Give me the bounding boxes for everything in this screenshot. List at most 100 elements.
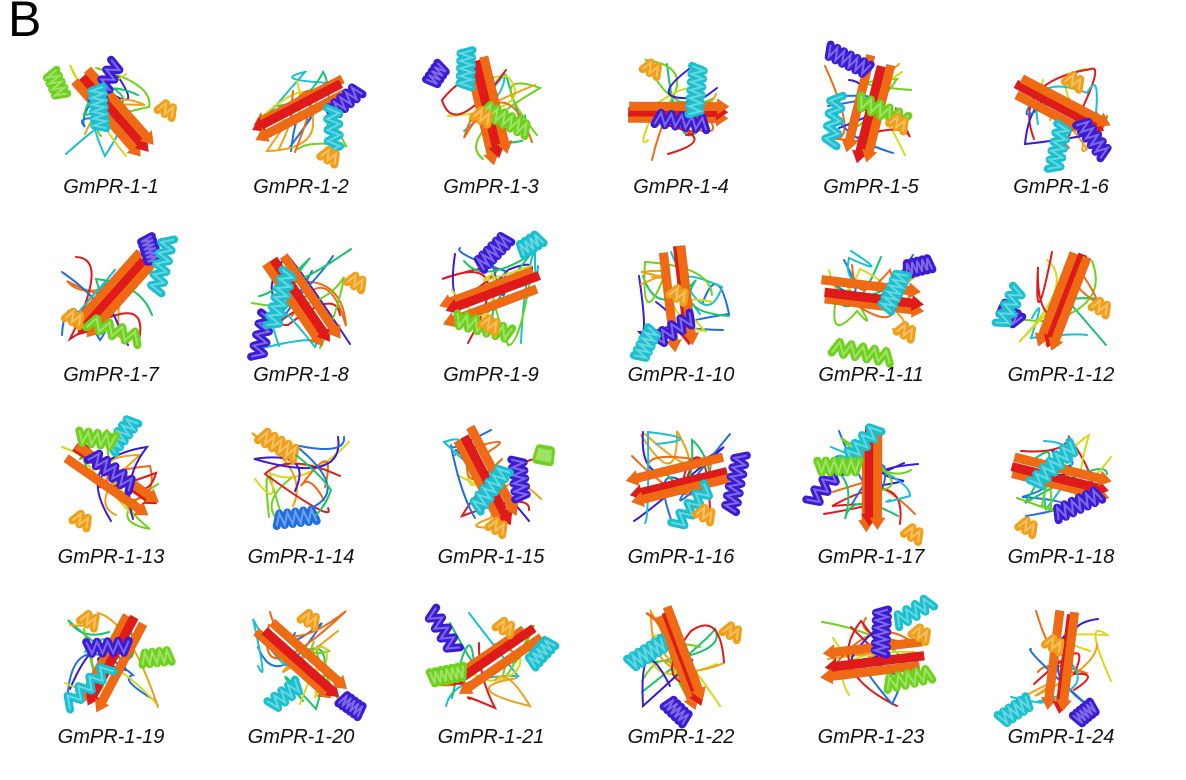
alpha-helix [821,91,847,151]
protein-ribbon-structure [251,427,350,530]
alpha-helix [343,271,367,295]
coil-loop [294,436,346,509]
alpha-helix [1053,486,1107,525]
alpha-helix [1072,117,1112,163]
structure-label: GmPR-1-22 [627,726,735,748]
protein-ribbon-structure [1013,67,1112,173]
helix-highlight [823,94,844,148]
protein-ribbon-structure [61,232,179,350]
structure-label: GmPR-1-15 [437,546,545,568]
alpha-helix [425,661,467,688]
structure-panel: GmPR-1-3 [396,40,586,230]
alpha-helix [892,321,917,344]
alpha-helix [422,58,450,89]
helix-highlight [324,107,343,153]
protein-ribbon-structure [247,248,367,361]
alpha-helix [138,646,176,669]
helix-highlight [428,665,464,684]
helix-highlight [896,596,935,628]
structure-label: GmPR-1-3 [443,176,539,198]
protein-ribbon-structure [821,40,913,164]
alpha-helix [1043,119,1072,173]
beta-strand [662,604,707,701]
structure-panel: GmPR-1-11 [776,228,966,418]
beta-strand [625,452,725,487]
structure-panel: GmPR-1-10 [586,228,776,418]
alpha-helix [870,605,893,659]
protein-ribbon-structure [625,430,751,530]
coil-loop [1028,67,1097,148]
structure-panel: GmPR-1-8 [206,228,396,418]
alpha-helix [893,594,939,632]
alpha-helix [1068,697,1100,728]
helix-highlight [527,639,556,669]
beta-strand [1019,74,1111,128]
coil-loop [823,488,902,525]
helix-highlight [663,698,690,725]
structure-panel: GmPR-1-24 [966,590,1156,780]
coil-loop [445,612,521,707]
structure-label: GmPR-1-5 [823,176,919,198]
alpha-helix [296,608,320,632]
helix-highlight [995,285,1024,325]
structure-label: GmPR-1-14 [247,546,355,568]
alpha-helix [147,235,179,298]
protein-ribbon-structure [993,609,1112,728]
alpha-helix [263,675,303,712]
coil-loop [1024,451,1108,504]
helix-highlight [903,524,921,543]
alpha-helix [254,427,300,465]
beta-strand [63,454,149,516]
structure-panel: GmPR-1-7 [16,228,206,418]
helix-highlight [266,268,296,326]
structure-panel: GmPR-1-23 [776,590,966,780]
structure-panel: GmPR-1-18 [966,410,1156,600]
coil-loop [253,436,340,492]
alpha-helix [476,314,501,337]
helix-highlight [652,312,693,346]
structure-label: GmPR-1-6 [1013,176,1109,198]
helix-highlight [830,339,891,365]
helix-highlight [1075,119,1111,159]
helix-highlight [1064,72,1082,90]
helix-highlight [141,646,173,668]
coil-loop [295,454,333,516]
alpha-helix [68,509,92,533]
coil-loop [642,275,730,317]
alpha-helix [649,308,696,347]
coil-loop [840,437,912,492]
alpha-helix [900,523,924,546]
structure-panel: GmPR-1-15 [396,410,586,600]
alpha-helix [469,106,493,129]
helix-highlight [535,447,552,463]
protein-ribbon-structure [819,594,939,707]
protein-ribbon-structure [422,46,543,166]
helix-highlight [1044,635,1062,653]
helix-highlight [299,610,318,628]
helix-highlight [695,505,713,523]
protein-ribbon-structure [442,424,555,540]
helix-highlight [871,608,892,656]
helix-highlight [518,233,545,256]
helix-highlight [346,273,364,291]
structure-label: GmPR-1-23 [817,726,925,748]
structure-panel: GmPR-1-22 [586,590,776,780]
helix-highlight [685,64,707,116]
structure-panel: GmPR-1-9 [396,228,586,418]
alpha-helix [629,323,662,362]
helix-highlight [471,466,511,513]
structure-label: GmPR-1-24 [1007,726,1115,748]
alpha-helix [272,505,321,530]
coil-loop [300,460,329,501]
alpha-helix [484,516,508,540]
helix-highlight [475,233,512,271]
helix-highlight [79,611,97,629]
structure-label: GmPR-1-17 [817,546,925,568]
alpha-helix [455,46,477,92]
helix-highlight [43,69,68,98]
alpha-helix [524,636,560,672]
alpha-helix [334,691,367,722]
panel-label: B [8,0,42,47]
alpha-helix [63,663,118,714]
helix-highlight [494,618,513,636]
